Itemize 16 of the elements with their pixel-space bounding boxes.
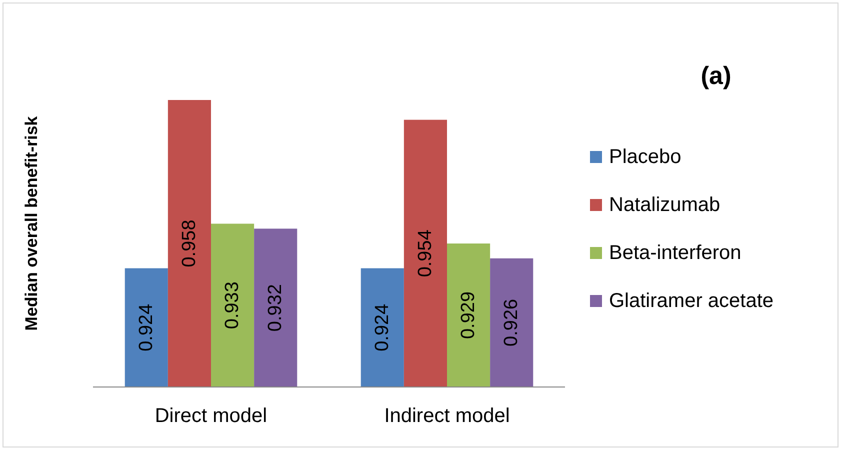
legend-label: Glatiramer acetate bbox=[609, 290, 774, 312]
legend-label: Natalizumab bbox=[609, 194, 720, 216]
x-tick-label: Direct model bbox=[154, 405, 268, 427]
data-label: 0.924 bbox=[136, 303, 157, 352]
y-axis-title: Median overall benefit-risk bbox=[22, 116, 41, 331]
data-label: 0.958 bbox=[178, 220, 200, 268]
data-label: 0.954 bbox=[414, 229, 436, 278]
data-label: 0.933 bbox=[222, 282, 244, 330]
data-label: 0.926 bbox=[501, 298, 522, 346]
text: (a) bbox=[700, 62, 732, 90]
data-label: 0.929 bbox=[458, 291, 480, 340]
legend-label: Beta-interferon bbox=[609, 242, 742, 264]
data-label: 0.932 bbox=[265, 284, 286, 332]
legend-label: Placebo bbox=[609, 146, 682, 168]
x-tick-label: Indirect model bbox=[384, 405, 510, 427]
data-label: 0.924 bbox=[372, 303, 393, 352]
